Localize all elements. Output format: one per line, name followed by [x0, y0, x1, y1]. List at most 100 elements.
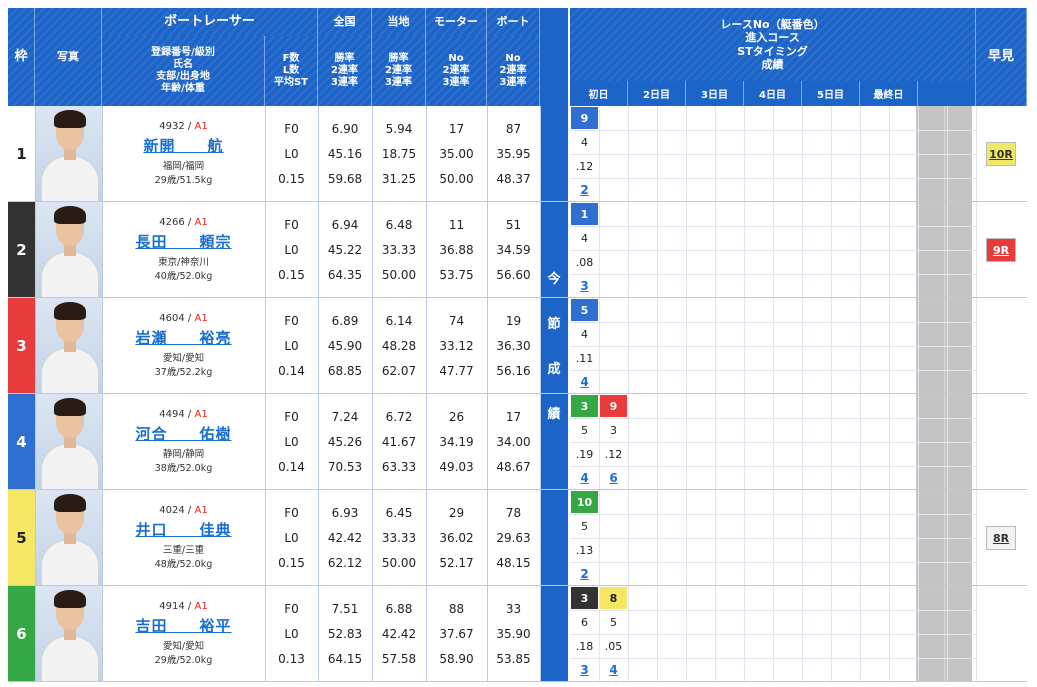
- early-race-button[interactable]: 8R: [986, 526, 1016, 550]
- grid-vline: [947, 202, 948, 297]
- header-boat: ボート: [487, 8, 540, 36]
- touchi-stats-value-3: 50.00: [381, 555, 417, 570]
- grid-vline: [976, 298, 977, 393]
- race-result[interactable]: 4: [600, 658, 627, 681]
- column-divider: [265, 298, 266, 393]
- grid-vline: [715, 298, 716, 393]
- zenkoku-stats-value-3: 59.68: [327, 171, 363, 186]
- race-result[interactable]: 3: [571, 274, 598, 297]
- day-header-1: 初日: [570, 81, 628, 106]
- boat-stats: 33 35.90 53.85: [487, 586, 540, 681]
- race-result[interactable]: 4: [571, 370, 598, 393]
- grid-vline: [947, 394, 948, 489]
- photo-hair: [54, 398, 86, 416]
- racer-reg: 4494 / A1: [159, 409, 207, 420]
- zenkoku-stats-value-3: 68.85: [327, 363, 363, 378]
- grid-gray-divider: [944, 394, 945, 489]
- racer-name-link[interactable]: 井口 佳典: [135, 521, 232, 539]
- header-touchi-sub: 勝率 2連率 3連率: [372, 36, 426, 106]
- race-number-badge[interactable]: 8: [600, 587, 627, 609]
- racer-name-link[interactable]: 吉田 裕平: [135, 617, 232, 635]
- race-result[interactable]: 2: [571, 178, 598, 201]
- race-result-link[interactable]: 4: [580, 374, 589, 389]
- l-count: L0: [284, 626, 299, 641]
- race-result-link[interactable]: 3: [580, 662, 589, 677]
- grid-vline: [802, 586, 803, 681]
- grid-vline: [947, 106, 948, 201]
- st-timing: .12: [604, 447, 623, 461]
- konsetsu-char-1: 今: [547, 272, 561, 287]
- touchi-stats-value-1: 6.45: [385, 505, 413, 520]
- reg-number: 4494 /: [159, 409, 195, 420]
- column-divider: [318, 490, 319, 585]
- race-result-link[interactable]: 3: [580, 278, 589, 293]
- entry-course: 4: [581, 327, 588, 341]
- race-number-badge[interactable]: 5: [571, 299, 598, 321]
- boat-stats-value-2: 35.90: [496, 626, 531, 641]
- race-result-link[interactable]: 2: [580, 566, 589, 581]
- race-number-badge[interactable]: 1: [571, 203, 598, 225]
- race-result-link[interactable]: 6: [609, 470, 618, 485]
- motor-stats-value-2: 33.12: [439, 338, 474, 353]
- column-divider: [318, 394, 319, 489]
- race-number-badge[interactable]: 3: [571, 395, 598, 417]
- race-number-badge[interactable]: 9: [600, 395, 627, 417]
- header-racer-sub: 登録番号/級別 氏名 支部/出身地 年齢/体重: [102, 36, 265, 106]
- photo-neck: [64, 244, 76, 256]
- race-result[interactable]: 3: [571, 658, 598, 681]
- grid-vline: [947, 490, 948, 585]
- race-result[interactable]: 4: [571, 466, 598, 489]
- l-count: L0: [284, 146, 299, 161]
- race-number-badge[interactable]: 10: [571, 491, 598, 513]
- photo-neck: [64, 148, 76, 160]
- column-divider: [102, 490, 103, 585]
- column-divider: [540, 298, 541, 393]
- touchi-stats-value-2: 42.42: [381, 626, 417, 641]
- racer-name-link[interactable]: 岩瀬 裕亮: [135, 329, 232, 347]
- zenkoku-stats-value-1: 6.94: [331, 217, 359, 232]
- motor-stats: 29 36.02 52.17: [426, 490, 487, 585]
- header-racer-group: ボートレーサー: [102, 8, 318, 36]
- column-divider: [372, 394, 373, 489]
- st-timing: .18: [575, 639, 594, 653]
- grid-vline: [686, 202, 687, 297]
- grid-vline: [686, 394, 687, 489]
- racer-name-link[interactable]: 河合 佑樹: [135, 425, 232, 443]
- early-race-button[interactable]: 9R: [986, 238, 1016, 262]
- racer-reg: 4266 / A1: [159, 217, 207, 228]
- race-result-link[interactable]: 4: [580, 470, 589, 485]
- grid-vline: [831, 394, 832, 489]
- grid-vline: [889, 202, 890, 297]
- header-zenkoku: 全国: [318, 8, 372, 36]
- st-timing: .08: [575, 255, 594, 269]
- race-info-4: 成績: [761, 57, 784, 71]
- motor-stats-value-2: 36.88: [439, 242, 474, 257]
- column-divider: [540, 490, 541, 585]
- racer-name-link[interactable]: 長田 頼宗: [135, 233, 232, 251]
- motor-stats-value-3: 49.03: [439, 459, 474, 474]
- racer-row: 1 4932 / A1 新開 航福岡/福岡 29歳/51.5kg F0 L0 0.15 6.9…: [8, 106, 1027, 202]
- grid-vline: [686, 586, 687, 681]
- photo-body: [41, 540, 99, 585]
- header-st: 平均ST: [273, 77, 309, 88]
- race-result[interactable]: 6: [600, 466, 627, 489]
- f-count: F0: [284, 505, 299, 520]
- race-result-link[interactable]: 4: [609, 662, 618, 677]
- racer-name-link[interactable]: 新開 航: [143, 137, 224, 155]
- race-result-link[interactable]: 2: [580, 182, 589, 197]
- grid-vline: [802, 202, 803, 297]
- motor-stats: 17 35.00 50.00: [426, 106, 487, 201]
- waku-number: 6: [8, 586, 35, 681]
- early-race-button[interactable]: 10R: [986, 142, 1016, 166]
- grid-vline: [918, 490, 919, 585]
- race-result[interactable]: 2: [571, 562, 598, 585]
- column-divider: [540, 106, 541, 201]
- zenkoku-stats: 6.93 42.42 62.12: [318, 490, 372, 585]
- racer-info: 4604 / A1 岩瀬 裕亮 愛知/愛知 37歳/52.2kg: [102, 298, 265, 393]
- race-number-badge[interactable]: 9: [571, 107, 598, 129]
- st-timing: .11: [575, 351, 594, 365]
- header-motor-sub: No 2連率 3連率: [426, 36, 487, 106]
- race-number-badge[interactable]: 3: [571, 587, 598, 609]
- day-header-5: 5日目: [802, 81, 860, 106]
- boat-stats: 19 36.30 56.16: [487, 298, 540, 393]
